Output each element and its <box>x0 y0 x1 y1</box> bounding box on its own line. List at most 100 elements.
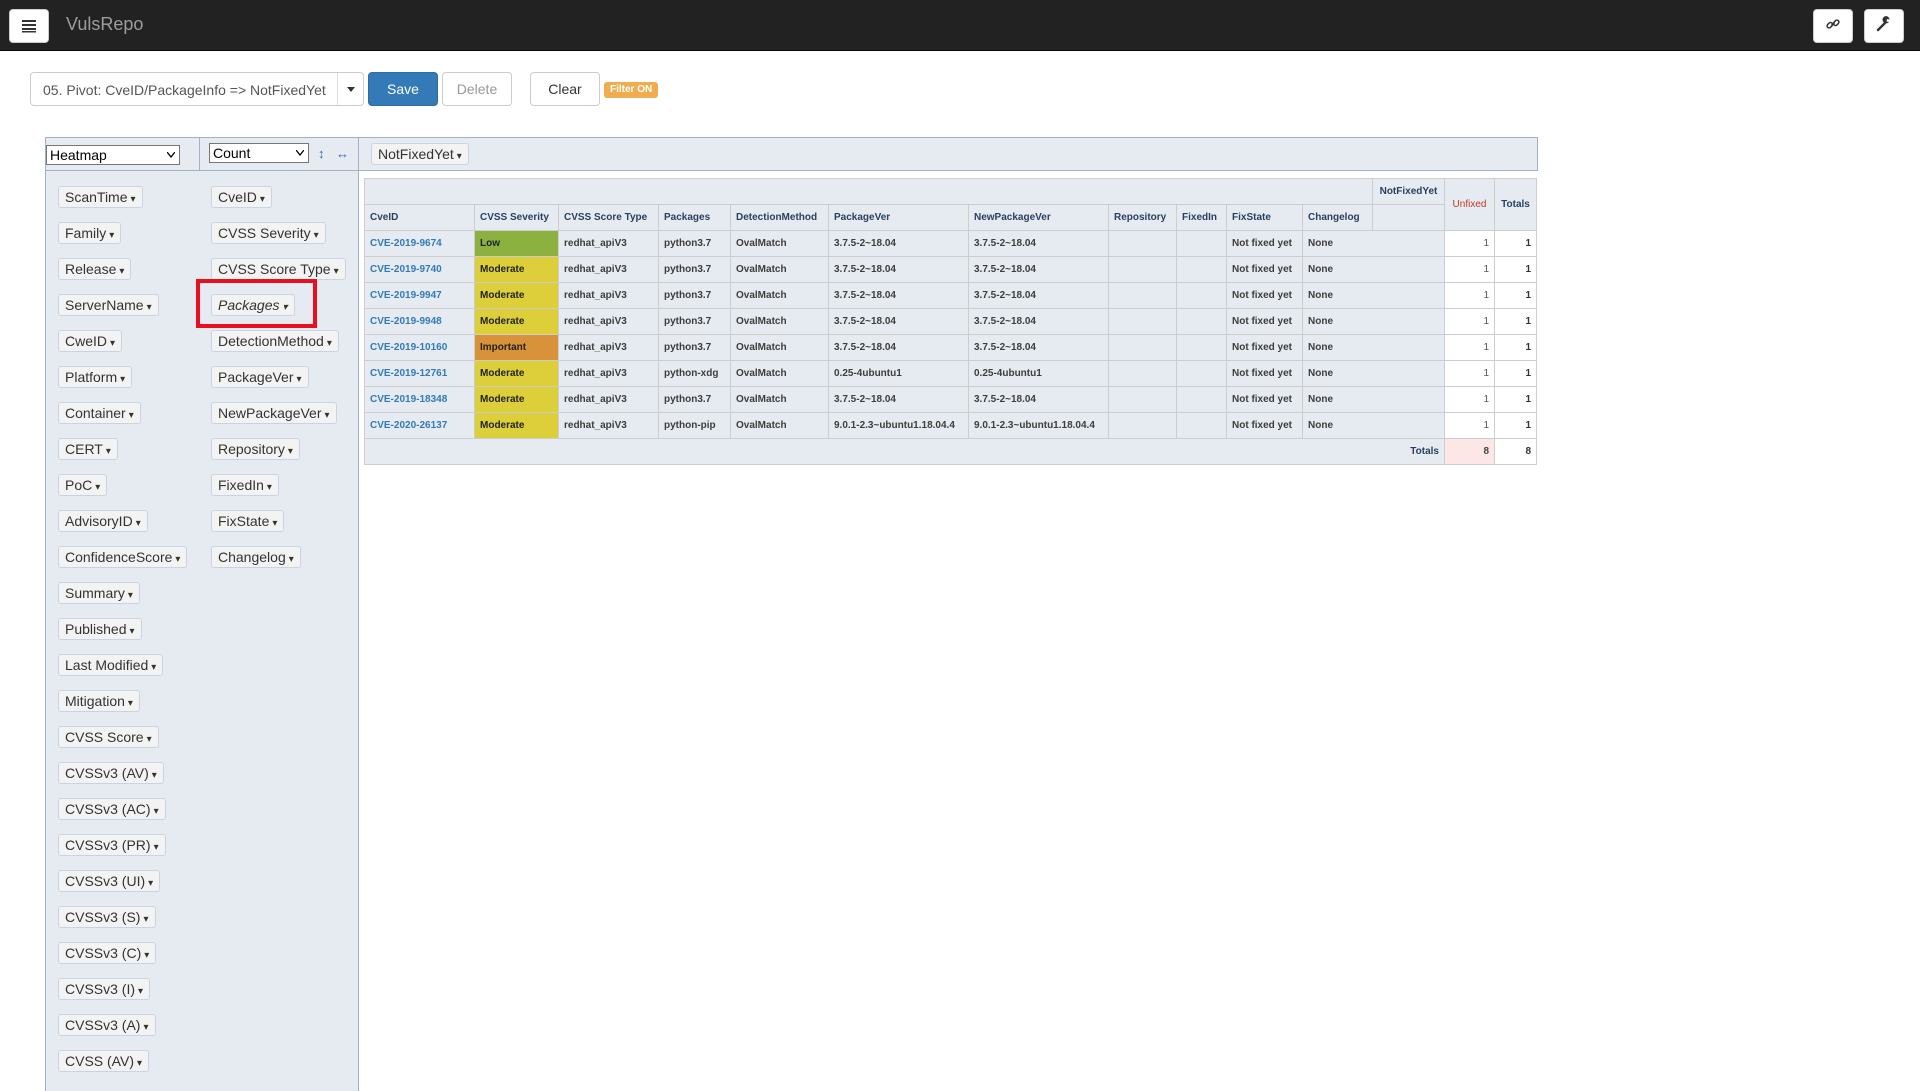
triangle-down-icon[interactable]: ▾ <box>326 338 332 349</box>
triangle-down-icon[interactable]: ▾ <box>119 266 125 277</box>
unused-attr-cvssv3-s[interactable]: CVSSv3 (S) ▾ <box>58 906 156 928</box>
row-attr-cvss-score-type[interactable]: CVSS Score Type ▾ <box>211 258 346 280</box>
triangle-down-icon[interactable]: ▾ <box>175 554 181 565</box>
triangle-down-icon[interactable]: ▾ <box>109 230 115 241</box>
row-attr-cveid[interactable]: CveID ▾ <box>211 186 272 208</box>
unused-attr-cvssv3-a[interactable]: CVSSv3 (A) ▾ <box>58 1014 156 1036</box>
triangle-down-icon[interactable]: ▾ <box>110 338 116 349</box>
triangle-down-icon[interactable]: ▾ <box>105 446 111 457</box>
triangle-down-icon[interactable]: ▾ <box>128 410 134 421</box>
triangle-down-icon[interactable]: ▾ <box>153 842 159 853</box>
triangle-down-icon[interactable]: ▾ <box>130 194 136 205</box>
row-attr-packagever[interactable]: PackageVer ▾ <box>211 366 309 388</box>
unused-attr-confidencescore[interactable]: ConfidenceScore ▾ <box>58 546 188 568</box>
app-brand[interactable]: VulsRepo <box>66 14 144 34</box>
unused-attr-mitigation[interactable]: Mitigation ▾ <box>58 690 140 712</box>
triangle-down-icon[interactable]: ▾ <box>143 914 149 925</box>
cve-link[interactable]: CVE-2019-10160 <box>370 342 448 353</box>
row-attr-fixedin[interactable]: FixedIn ▾ <box>211 474 279 496</box>
row-attr-packages[interactable]: Packages ▾ <box>211 294 295 316</box>
cell-cve[interactable]: CVE-2019-9740 <box>364 256 475 283</box>
triangle-down-icon[interactable]: ▾ <box>288 554 294 565</box>
unused-attr-poc[interactable]: PoC ▾ <box>58 474 108 496</box>
row-attr-repository[interactable]: Repository ▾ <box>211 438 300 460</box>
triangle-down-icon[interactable]: ▾ <box>296 374 302 385</box>
unused-attr-servername[interactable]: ServerName ▾ <box>58 294 159 316</box>
unused-attr-platform[interactable]: Platform ▾ <box>58 366 133 388</box>
row-attr-fixstate[interactable]: FixState ▾ <box>211 510 285 532</box>
triangle-down-icon[interactable]: ▾ <box>143 1022 149 1033</box>
triangle-down-icon[interactable]: ▾ <box>138 986 144 997</box>
row-order-icon[interactable]: ↕ <box>318 146 325 161</box>
unused-attr-summary[interactable]: Summary ▾ <box>58 582 140 604</box>
cve-link[interactable]: CVE-2019-12761 <box>370 368 448 379</box>
triangle-down-icon[interactable]: ▾ <box>456 151 462 162</box>
unused-attr-cert[interactable]: CERT ▾ <box>58 438 118 460</box>
save-button[interactable]: Save <box>368 72 438 106</box>
triangle-down-icon[interactable]: ▾ <box>272 518 278 529</box>
triangle-down-icon[interactable]: ▾ <box>127 698 133 709</box>
cve-link[interactable]: CVE-2019-9674 <box>370 238 442 249</box>
unused-attr-release[interactable]: Release ▾ <box>58 258 132 280</box>
unused-attr-scantime[interactable]: ScanTime ▾ <box>58 186 143 208</box>
hamburger-menu-icon[interactable] <box>9 9 49 43</box>
cell-cve[interactable]: CVE-2020-26137 <box>364 412 475 439</box>
unused-attr-cweid[interactable]: CweID ▾ <box>58 330 123 352</box>
unused-attr-published[interactable]: Published ▾ <box>58 618 142 640</box>
cell-cve[interactable]: CVE-2019-10160 <box>364 334 475 361</box>
unused-attr-cvssv3-ac[interactable]: CVSSv3 (AC) ▾ <box>58 798 166 820</box>
triangle-down-icon[interactable]: ▾ <box>333 266 339 277</box>
saved-view-select[interactable]: 05. Pivot: CveID/PackageInfo => NotFixed… <box>30 72 364 106</box>
row-attr-changelog[interactable]: Changelog ▾ <box>211 546 301 568</box>
triangle-down-icon[interactable]: ▾ <box>127 590 133 601</box>
triangle-down-icon[interactable]: ▾ <box>282 302 288 313</box>
triangle-down-icon[interactable]: ▾ <box>148 878 154 889</box>
cell-cve[interactable]: CVE-2019-9674 <box>364 230 475 257</box>
cell-cve[interactable]: CVE-2019-9948 <box>364 308 475 335</box>
unused-attr-cvssv3-c[interactable]: CVSSv3 (C) ▾ <box>58 942 157 964</box>
cve-link[interactable]: CVE-2019-9948 <box>370 316 442 327</box>
unused-attr-container[interactable]: Container ▾ <box>58 402 141 424</box>
aggregator-select[interactable]: Count <box>209 143 309 163</box>
cve-link[interactable]: CVE-2019-9947 <box>370 290 442 301</box>
unused-attr-advisoryid[interactable]: AdvisoryID ▾ <box>58 510 148 532</box>
unused-attr-last-modified[interactable]: Last Modified ▾ <box>58 654 164 676</box>
triangle-down-icon[interactable]: ▾ <box>153 806 159 817</box>
chevron-down-icon[interactable] <box>337 73 363 105</box>
share-link-button[interactable] <box>1813 9 1853 43</box>
unused-attr-cvssv3-av[interactable]: CVSSv3 (AV) ▾ <box>58 762 164 784</box>
triangle-down-icon[interactable]: ▾ <box>324 410 330 421</box>
cve-link[interactable]: CVE-2019-9740 <box>370 264 442 275</box>
cell-cve[interactable]: CVE-2019-12761 <box>364 360 475 387</box>
cell-cve[interactable]: CVE-2019-9947 <box>364 282 475 309</box>
col-order-icon[interactable]: ↔ <box>336 146 349 161</box>
triangle-down-icon[interactable]: ▾ <box>146 302 152 313</box>
triangle-down-icon[interactable]: ▾ <box>287 446 293 457</box>
unused-attr-cvssv3-i[interactable]: CVSSv3 (I) ▾ <box>58 978 151 1000</box>
clear-button[interactable]: Clear <box>530 72 600 106</box>
triangle-down-icon[interactable]: ▾ <box>120 374 126 385</box>
triangle-down-icon[interactable]: ▾ <box>259 194 265 205</box>
triangle-down-icon[interactable]: ▾ <box>95 482 101 493</box>
unused-attr-cvss-score[interactable]: CVSS Score ▾ <box>58 726 159 748</box>
triangle-down-icon[interactable]: ▾ <box>151 770 157 781</box>
triangle-down-icon[interactable]: ▾ <box>151 662 157 673</box>
cell-cve[interactable]: CVE-2019-18348 <box>364 386 475 413</box>
unused-attr-family[interactable]: Family ▾ <box>58 222 122 244</box>
unused-attr-cvss-av[interactable]: CVSS (AV) ▾ <box>58 1050 150 1072</box>
triangle-down-icon[interactable]: ▾ <box>144 950 150 961</box>
row-attr-newpackagever[interactable]: NewPackageVer ▾ <box>211 402 337 424</box>
triangle-down-icon[interactable]: ▾ <box>135 518 141 529</box>
triangle-down-icon[interactable]: ▾ <box>136 1058 143 1069</box>
renderer-select[interactable]: Heatmap <box>46 145 180 165</box>
triangle-down-icon[interactable]: ▾ <box>129 626 135 637</box>
triangle-down-icon[interactable]: ▾ <box>146 734 152 745</box>
triangle-down-icon[interactable]: ▾ <box>313 230 319 241</box>
settings-button[interactable] <box>1864 9 1904 43</box>
triangle-down-icon[interactable]: ▾ <box>266 482 272 493</box>
unused-attr-cvssv3-pr[interactable]: CVSSv3 (PR) ▾ <box>58 834 166 856</box>
row-attr-cvss-severity[interactable]: CVSS Severity ▾ <box>211 222 326 244</box>
row-attr-detectionmethod[interactable]: DetectionMethod ▾ <box>211 330 339 352</box>
cve-link[interactable]: CVE-2020-26137 <box>370 420 448 431</box>
unused-attr-cvssv3-ui[interactable]: CVSSv3 (UI) ▾ <box>58 870 161 892</box>
